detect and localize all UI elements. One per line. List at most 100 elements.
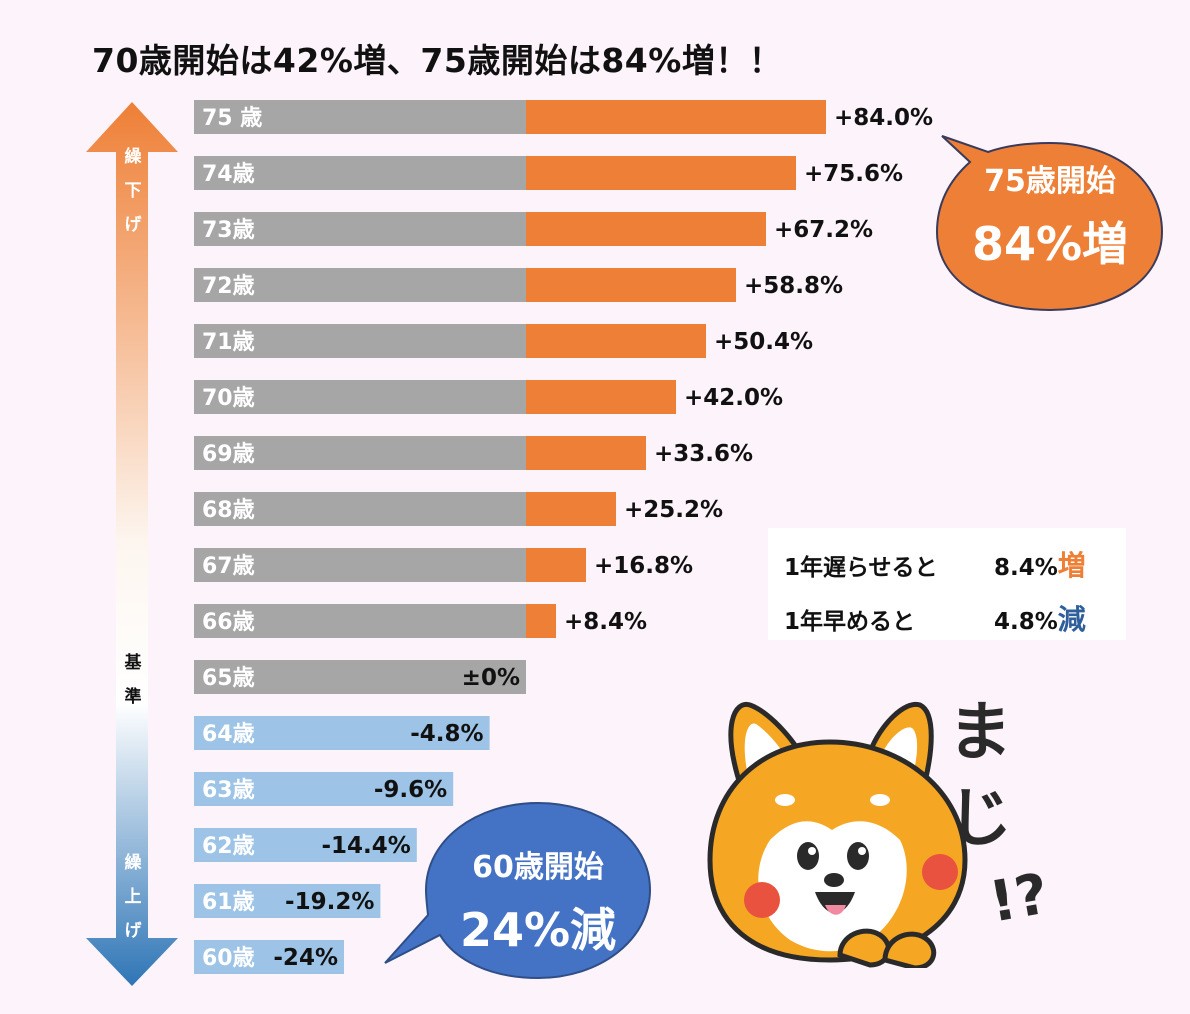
increase-bar bbox=[526, 436, 646, 470]
baseline-bar bbox=[194, 380, 526, 414]
category-label: 66歳 bbox=[202, 610, 255, 635]
increase-bar bbox=[526, 268, 736, 302]
bar-row: 64歳 -4.8% bbox=[194, 716, 490, 750]
bar-row: 70歳 +42.0% bbox=[194, 380, 783, 414]
bar-row: 67歳 +16.8% bbox=[194, 548, 693, 582]
bar-row: 68歳 +25.2% bbox=[194, 492, 723, 526]
value-label: -4.8% bbox=[410, 721, 483, 747]
shiba-dog-illustration bbox=[707, 701, 968, 968]
category-label: 70歳 bbox=[202, 386, 255, 411]
up-bubble-line2: 84%増 bbox=[971, 217, 1129, 271]
category-label: 73歳 bbox=[202, 218, 255, 243]
baseline-bar bbox=[194, 100, 526, 134]
dog-exclaim-text: まじ bbox=[945, 690, 1025, 862]
value-label: -19.2% bbox=[285, 889, 374, 915]
baseline-bar bbox=[194, 828, 417, 862]
baseline-bar bbox=[194, 660, 526, 694]
down-bubble-line2: 24%減 bbox=[459, 903, 617, 957]
value-label: -14.4% bbox=[321, 833, 410, 859]
legend-early-value: 4.8% bbox=[994, 609, 1058, 635]
value-label: +58.8% bbox=[744, 273, 843, 299]
bar-row: 72歳 +58.8% bbox=[194, 268, 843, 302]
increase-bar bbox=[526, 100, 826, 134]
increase-bar bbox=[526, 324, 706, 358]
down-speech-bubble bbox=[384, 801, 652, 980]
bar-row: 63歳 -9.6% bbox=[194, 772, 454, 806]
baseline-bar bbox=[194, 324, 526, 358]
value-label: -9.6% bbox=[374, 777, 447, 803]
arrow-base-label: 基準 bbox=[124, 653, 142, 707]
rate-legend: 1年遅らせると 8.4%増 1年早めると 4.8%減 bbox=[768, 528, 1126, 640]
arrow-down-label: 繰上げ bbox=[124, 853, 142, 941]
value-label: +84.0% bbox=[834, 105, 933, 131]
arrow-up-label: 繰下げ bbox=[124, 147, 142, 235]
baseline-bar bbox=[194, 604, 526, 638]
category-label: 75 歳 bbox=[202, 106, 262, 131]
baseline-bar bbox=[194, 940, 344, 974]
value-label: +25.2% bbox=[624, 497, 723, 523]
category-label: 61歳 bbox=[202, 890, 255, 915]
value-label: +50.4% bbox=[714, 329, 813, 355]
category-label: 67歳 bbox=[202, 554, 255, 579]
category-label: 65歳 bbox=[202, 666, 255, 691]
bar-row: 60歳 -24% bbox=[194, 940, 344, 974]
increase-bar bbox=[526, 492, 616, 526]
value-label: ±0% bbox=[462, 665, 520, 691]
baseline-bar bbox=[194, 436, 526, 470]
bar-row: 66歳 +8.4% bbox=[194, 604, 647, 638]
dog-exclaim-chars: まじ bbox=[948, 696, 1012, 856]
baseline-bar bbox=[194, 268, 526, 302]
legend-early-text: 1年早めると bbox=[784, 609, 916, 635]
increase-bar bbox=[526, 548, 586, 582]
bar-row: 62歳 -14.4% bbox=[194, 828, 417, 862]
category-label: 64歳 bbox=[202, 722, 255, 747]
baseline-bar bbox=[194, 884, 381, 918]
baseline-bar bbox=[194, 156, 526, 190]
baseline-bar bbox=[194, 716, 490, 750]
legend-early-word: 減 bbox=[1057, 603, 1086, 636]
bar-row: 75 歳 +84.0% bbox=[194, 100, 933, 134]
category-label: 60歳 bbox=[202, 946, 255, 971]
chart-title: 70歳開始は42%増、75歳開始は84%増！！ bbox=[92, 41, 783, 80]
bar-row: 65歳 ±0% bbox=[194, 660, 526, 694]
value-label: +8.4% bbox=[564, 609, 647, 635]
up-speech-bubble bbox=[935, 135, 1164, 312]
increase-bar bbox=[526, 380, 676, 414]
increase-bar bbox=[526, 212, 766, 246]
dog-exclaim-mark: !? bbox=[984, 861, 1054, 936]
increase-bar bbox=[526, 604, 556, 638]
category-label: 63歳 bbox=[202, 778, 255, 803]
bar-row: 73歳 +67.2% bbox=[194, 212, 873, 246]
legend-delay-word: 増 bbox=[1057, 549, 1086, 582]
value-label: +75.6% bbox=[804, 161, 903, 187]
increase-bar bbox=[526, 156, 796, 190]
legend-delay-value: 8.4% bbox=[994, 555, 1058, 581]
value-label: +33.6% bbox=[654, 441, 753, 467]
baseline-bar bbox=[194, 212, 526, 246]
bar-row: 61歳 -19.2% bbox=[194, 884, 381, 918]
vertical-double-arrow bbox=[86, 102, 178, 986]
value-label: +16.8% bbox=[594, 553, 693, 579]
bar-row: 71歳 +50.4% bbox=[194, 324, 813, 358]
category-label: 71歳 bbox=[202, 330, 255, 355]
bar-row: 69歳 +33.6% bbox=[194, 436, 753, 470]
category-label: 69歳 bbox=[202, 442, 255, 467]
value-label: +67.2% bbox=[774, 217, 873, 243]
legend-row-delay: 1年遅らせると 8.4%増 bbox=[784, 544, 1086, 584]
category-label: 62歳 bbox=[202, 834, 255, 859]
down-bubble-line1: 60歳開始 bbox=[472, 850, 604, 885]
value-label: -24% bbox=[273, 945, 338, 971]
bar-row: 74歳 +75.6% bbox=[194, 156, 903, 190]
up-bubble-line1: 75歳開始 bbox=[984, 164, 1116, 199]
baseline-bar bbox=[194, 772, 454, 806]
category-label: 72歳 bbox=[202, 274, 255, 299]
category-label: 74歳 bbox=[202, 162, 255, 187]
legend-delay-text: 1年遅らせると bbox=[784, 555, 938, 581]
legend-row-early: 1年早めると 4.8%減 bbox=[784, 598, 1086, 638]
value-label: +42.0% bbox=[684, 385, 783, 411]
baseline-bar bbox=[194, 548, 526, 582]
category-label: 68歳 bbox=[202, 498, 255, 523]
baseline-bar bbox=[194, 492, 526, 526]
